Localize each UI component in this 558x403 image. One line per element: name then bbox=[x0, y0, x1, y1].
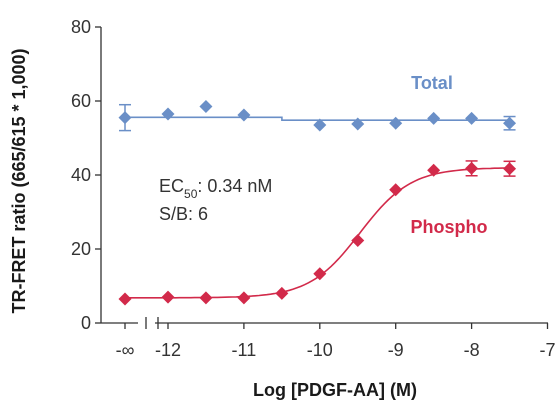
x-tick-label: -11 bbox=[232, 340, 257, 360]
x-tick-label: -9 bbox=[388, 340, 404, 360]
ec50-prefix: EC bbox=[159, 176, 184, 196]
ec50-value: : 0.34 nM bbox=[197, 176, 272, 196]
series-label-phospho: Phospho bbox=[411, 217, 488, 237]
point-phospho bbox=[313, 267, 327, 281]
point-total bbox=[465, 111, 479, 125]
x-tick-label: -12 bbox=[155, 340, 181, 360]
x-tick-label: -8 bbox=[464, 340, 480, 360]
point-total bbox=[389, 116, 403, 130]
point-total bbox=[237, 108, 251, 122]
point-total bbox=[427, 111, 441, 125]
axes: 0 20 40 60 80 -∞ -12 -11 -10 -9 -8 -7 bbox=[71, 17, 556, 360]
point-phospho bbox=[389, 183, 403, 197]
ec50-annotation: EC50: 0.34 nM bbox=[159, 176, 272, 201]
x-axis-title: Log [PDGF-AA] (M) bbox=[253, 380, 417, 400]
y-tick-label: 0 bbox=[81, 313, 91, 333]
y-axis-title: TR-FRET ratio (665/615 * 1,000) bbox=[9, 48, 29, 313]
x-tick-label: -10 bbox=[307, 340, 333, 360]
point-total bbox=[118, 111, 132, 125]
point-phospho bbox=[161, 290, 175, 304]
point-phospho bbox=[427, 163, 441, 177]
point-total bbox=[313, 118, 327, 132]
sb-annotation: S/B: 6 bbox=[159, 204, 208, 224]
fit-line-total bbox=[125, 116, 510, 121]
point-phospho bbox=[503, 162, 517, 176]
point-total bbox=[161, 107, 175, 121]
point-phospho bbox=[118, 292, 132, 306]
point-phospho bbox=[465, 161, 479, 175]
series-label-total: Total bbox=[411, 73, 453, 93]
data-points bbox=[118, 100, 517, 306]
point-total bbox=[351, 117, 365, 131]
y-tick-label: 40 bbox=[71, 165, 91, 185]
point-phospho bbox=[275, 286, 289, 300]
x-tick-label: -7 bbox=[539, 340, 555, 360]
point-phospho bbox=[237, 291, 251, 305]
point-total bbox=[199, 100, 213, 114]
ec50-subscript: 50 bbox=[184, 187, 198, 201]
y-tick-label: 80 bbox=[71, 17, 91, 37]
point-phospho bbox=[351, 233, 365, 247]
x-tick-label: -∞ bbox=[116, 340, 135, 360]
y-tick-label: 60 bbox=[71, 91, 91, 111]
fit-curve-phospho bbox=[125, 167, 510, 299]
point-phospho bbox=[199, 291, 213, 305]
y-tick-label: 20 bbox=[71, 239, 91, 259]
point-total bbox=[503, 116, 517, 130]
